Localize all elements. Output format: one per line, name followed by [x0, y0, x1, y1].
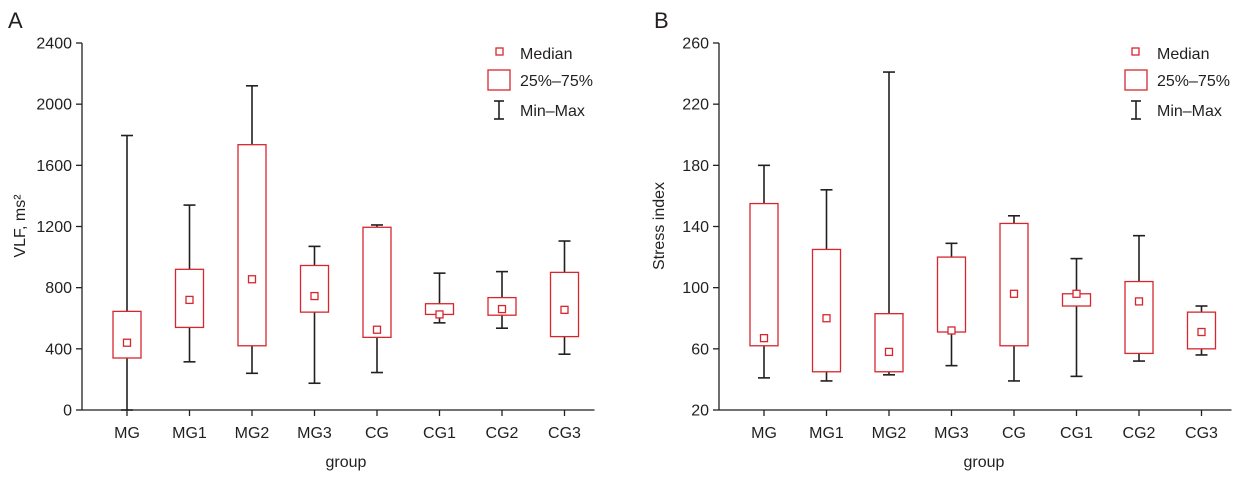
legend-median-marker	[1131, 47, 1140, 56]
legend-median-label: Median	[1157, 46, 1209, 63]
panel-b: B Stress index group 20 60 100 140 180 220 260…	[651, 8, 1232, 471]
x-tick-label: MG3	[934, 425, 969, 442]
median-marker	[435, 310, 444, 319]
legend-median-label: Median	[520, 46, 572, 63]
x-tick-label: MG	[114, 425, 140, 442]
median-marker	[1197, 327, 1206, 337]
median-marker	[122, 338, 132, 347]
y-tick-label: 2000	[36, 97, 72, 114]
median-marker	[247, 275, 257, 284]
y-tick-label: 180	[682, 158, 709, 175]
x-tick-label: CG3	[548, 425, 581, 442]
panel-label: B	[654, 8, 669, 33]
iqr-box	[237, 144, 267, 347]
x-tick-label: CG3	[1185, 425, 1218, 442]
y-axis-title: Stress index	[651, 182, 668, 270]
legend-iqr-label: 25%–75%	[1157, 73, 1230, 90]
panel-a: A VLF, ms² group 0 400 800 1200 1600 2000 2400…	[8, 8, 595, 471]
panel-label: A	[8, 8, 23, 33]
legend-iqr-marker	[487, 69, 511, 91]
y-tick-label: 2400	[36, 36, 72, 53]
legend-range-marker	[494, 100, 504, 120]
iqr-box	[999, 222, 1029, 347]
legend-range-label: Min–Max	[520, 103, 585, 120]
median-marker	[947, 326, 956, 335]
iqr-box	[811, 248, 842, 373]
x-tick-label: CG2	[486, 425, 519, 442]
plot-area: 0 400 800 1200 1600 2000 2400 MG MG1 MG2 MG3 CG CG1 C…	[36, 36, 595, 442]
y-tick-label: 400	[45, 341, 72, 358]
iqr-box	[549, 271, 580, 338]
y-tick-label: 260	[682, 36, 709, 53]
median-marker	[1134, 297, 1144, 306]
y-tick-label: 20	[691, 403, 709, 420]
y-tick-label: 60	[691, 341, 709, 358]
iqr-box	[749, 202, 779, 347]
median-marker	[372, 325, 382, 334]
x-tick-label: CG	[1002, 425, 1026, 442]
x-tick-label: MG2	[872, 425, 907, 442]
iqr-box	[362, 226, 392, 339]
y-tick-label: 1200	[36, 219, 72, 236]
y-tick-label: 140	[682, 219, 709, 236]
y-axis-title: VLF, ms²	[12, 194, 29, 258]
plot-area: 20 60 100 140 180 220 260 MG MG1 MG2 MG3 CG CG1 CG2 CG…	[682, 36, 1232, 442]
legend: Median 25%–75% Min–Max	[487, 46, 593, 120]
iqr-box	[936, 256, 967, 333]
x-tick-label: CG2	[1123, 425, 1156, 442]
median-marker	[185, 295, 194, 305]
median-marker	[560, 305, 569, 314]
median-marker	[310, 291, 319, 301]
median-marker	[759, 333, 769, 343]
x-tick-label: MG3	[297, 425, 332, 442]
x-tick-label: MG1	[172, 425, 207, 442]
iqr-box	[299, 264, 330, 313]
x-tick-label: CG1	[423, 425, 456, 442]
x-axis-title: group	[326, 454, 367, 471]
legend-iqr-marker	[1124, 69, 1148, 91]
median-marker	[1009, 289, 1019, 298]
x-tick-label: CG	[365, 425, 389, 442]
median-marker	[822, 314, 831, 323]
iqr-box	[874, 313, 904, 373]
x-tick-label: MG1	[809, 425, 844, 442]
x-axis-title: group	[964, 454, 1005, 471]
legend-range-marker	[1131, 100, 1141, 120]
y-tick-label: 1600	[36, 158, 72, 175]
legend-range-label: Min–Max	[1157, 103, 1222, 120]
iqr-box	[112, 310, 142, 359]
y-tick-label: 800	[45, 280, 72, 297]
y-tick-label: 0	[63, 403, 72, 420]
median-marker	[497, 304, 507, 314]
x-tick-label: MG2	[235, 425, 270, 442]
iqr-box	[1124, 280, 1154, 355]
x-tick-label: CG1	[1060, 425, 1093, 442]
median-marker	[884, 347, 894, 357]
y-tick-label: 100	[682, 280, 709, 297]
y-tick-label: 220	[682, 97, 709, 114]
legend-iqr-label: 25%–75%	[520, 73, 593, 90]
median-marker	[1072, 289, 1081, 298]
x-tick-label: MG	[751, 425, 777, 442]
legend: Median 25%–75% Min–Max	[1124, 46, 1230, 120]
legend-median-marker	[495, 47, 504, 56]
